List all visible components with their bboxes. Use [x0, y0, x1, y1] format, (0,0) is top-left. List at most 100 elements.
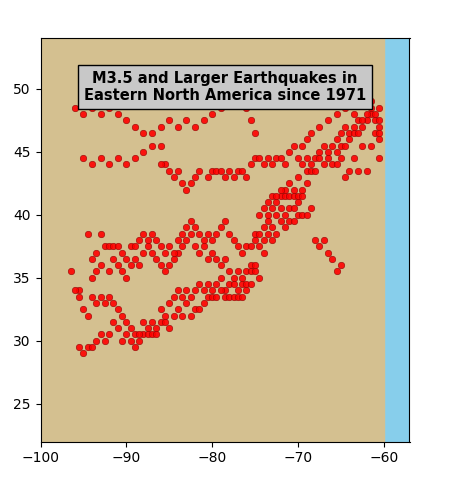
Point	[238, 167, 246, 175]
Point	[226, 280, 233, 288]
Point	[230, 173, 237, 181]
Point	[148, 129, 156, 137]
Point	[376, 129, 383, 137]
Point	[337, 129, 344, 137]
Point	[320, 160, 327, 168]
Point	[114, 305, 122, 313]
Point	[256, 230, 263, 238]
Point	[200, 117, 207, 124]
Point	[243, 85, 250, 93]
Point	[88, 274, 95, 282]
Point	[337, 154, 344, 162]
Point	[294, 211, 302, 218]
Point	[337, 142, 344, 149]
Point	[157, 318, 164, 326]
Point	[281, 160, 288, 168]
Point	[307, 160, 315, 168]
Point	[247, 242, 254, 250]
Point	[183, 117, 190, 124]
Point	[359, 91, 366, 99]
Point	[88, 104, 95, 111]
Point	[135, 337, 143, 345]
Point	[303, 135, 310, 143]
Point	[294, 173, 302, 181]
Point	[286, 204, 293, 212]
Point	[67, 268, 74, 276]
Point	[234, 167, 242, 175]
Point	[157, 160, 164, 168]
Point	[88, 160, 95, 168]
Point	[256, 242, 263, 250]
Point	[97, 154, 104, 162]
Point	[123, 160, 130, 168]
Point	[273, 154, 280, 162]
Point	[93, 249, 100, 256]
Point	[281, 186, 288, 193]
Point	[217, 167, 224, 175]
Point	[200, 236, 207, 244]
Point	[106, 160, 113, 168]
Point	[217, 104, 224, 111]
Point	[123, 255, 130, 263]
Point	[93, 299, 100, 307]
Point	[127, 261, 134, 269]
Point	[247, 268, 254, 276]
Point	[148, 230, 156, 238]
Point	[93, 337, 100, 345]
Point	[299, 142, 306, 149]
Point	[260, 224, 267, 231]
Point	[106, 242, 113, 250]
Point	[179, 242, 186, 250]
Point	[359, 123, 366, 131]
Point	[320, 236, 327, 244]
Point	[290, 142, 297, 149]
Point	[84, 343, 91, 351]
Point	[264, 211, 271, 218]
Point	[140, 318, 147, 326]
Point	[252, 79, 259, 86]
Point	[238, 249, 246, 256]
Point	[118, 249, 126, 256]
Point	[166, 324, 173, 332]
Point	[252, 230, 259, 238]
Point	[204, 280, 212, 288]
Point	[217, 287, 224, 294]
Point	[243, 287, 250, 294]
Point	[131, 255, 139, 263]
Point	[290, 204, 297, 212]
Point	[247, 160, 254, 168]
Point	[346, 135, 353, 143]
Point	[324, 117, 332, 124]
Point	[367, 97, 374, 105]
Point	[127, 324, 134, 332]
Point	[174, 305, 181, 313]
Point	[76, 293, 83, 300]
Point	[230, 280, 237, 288]
Point	[221, 293, 229, 300]
Point	[208, 167, 216, 175]
Point	[342, 104, 349, 111]
Point	[217, 274, 224, 282]
Point	[324, 154, 332, 162]
Point	[256, 154, 263, 162]
Point	[148, 142, 156, 149]
Point	[350, 154, 357, 162]
Point	[221, 217, 229, 225]
Point	[93, 268, 100, 276]
Point	[148, 331, 156, 338]
Point	[320, 142, 327, 149]
Point	[179, 180, 186, 187]
Point	[153, 324, 160, 332]
Point	[196, 167, 203, 175]
Point	[303, 211, 310, 218]
Point	[179, 312, 186, 320]
Point	[221, 255, 229, 263]
Point	[162, 312, 169, 320]
Point	[148, 318, 156, 326]
Point	[290, 217, 297, 225]
Point	[157, 242, 164, 250]
Point	[269, 192, 276, 200]
Point	[303, 167, 310, 175]
Point	[273, 198, 280, 206]
Point	[226, 268, 233, 276]
